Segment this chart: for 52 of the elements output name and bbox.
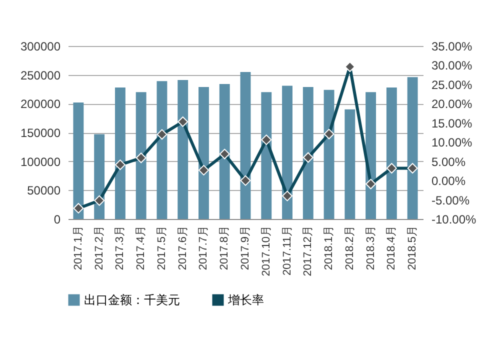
y-tick-label: 200000 (20, 97, 61, 112)
x-tick-label: 2017.6月 (176, 226, 189, 270)
y2-tick-label: 20.00% (432, 97, 473, 112)
y-tick-label: 250000 (20, 68, 61, 82)
x-tick-label: 2017.4月 (135, 226, 148, 270)
x-tick-label: 2017.3月 (114, 226, 126, 270)
bar (136, 92, 146, 219)
y-tick-label: 100000 (20, 154, 61, 169)
y2-tick-label: -10.00% (432, 212, 477, 226)
bar (219, 84, 230, 219)
y2-tick-label: 25.00% (432, 78, 473, 92)
y2-tick-label: -5.00% (432, 193, 470, 208)
bar (114, 88, 126, 219)
x-tick-label: 2017.5月 (156, 226, 168, 270)
bar (178, 80, 188, 219)
y2-tick-label: 5.00% (432, 154, 466, 169)
x-tick-label: 2017.2月 (93, 226, 106, 270)
bar (198, 86, 209, 219)
x-tick-label: 2018.5月 (406, 226, 419, 270)
y2-tick-label: 15.00% (432, 116, 473, 130)
x-tick-label: 2017.11月 (281, 226, 294, 276)
x-tick-label: 2017.10月 (260, 226, 272, 276)
y2-tick-label: 0.00% (432, 174, 466, 188)
bar (344, 109, 356, 219)
x-tick-label: 2017.8月 (218, 226, 231, 270)
bar (302, 86, 314, 219)
bar (94, 134, 105, 219)
y2-tick-label: 10.00% (432, 136, 473, 150)
legend-label: 增长率 (227, 293, 264, 307)
y2-tick-label: 35.00% (432, 40, 473, 54)
bar (282, 86, 292, 219)
x-tick-label: 2017.9月 (240, 226, 252, 270)
y-tick-label: 300000 (20, 40, 61, 54)
x-tick-label: 2018.1月 (323, 226, 336, 270)
bar (240, 72, 251, 219)
x-tick-label: 2017.7月 (198, 226, 210, 270)
legend-label: 出口金额：千美元 (84, 293, 180, 307)
x-tick-label: 2018.2月 (344, 226, 356, 270)
y2-tick-label: 30.00% (432, 58, 473, 73)
bar (261, 92, 272, 219)
y-tick-label: 50000 (27, 184, 61, 198)
x-tick-label: 2017.1月 (72, 226, 84, 270)
bar (156, 81, 168, 219)
bar (324, 90, 334, 219)
x-tick-label: 2018.4月 (386, 226, 398, 270)
bar (407, 77, 418, 219)
x-tick-label: 2017.12月 (302, 226, 314, 276)
x-tick-label: 2018.3月 (364, 226, 377, 270)
y-tick-label: 0 (54, 212, 61, 226)
bar (73, 102, 84, 219)
bar (386, 88, 397, 219)
y-tick-label: 150000 (20, 126, 61, 140)
